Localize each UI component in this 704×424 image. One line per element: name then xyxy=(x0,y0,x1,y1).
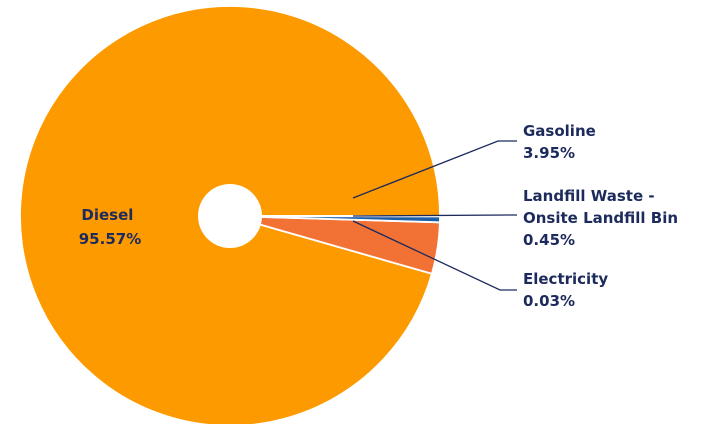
leader-lines xyxy=(352,140,517,291)
label-diesel: Diesel 95.57% xyxy=(79,206,141,248)
label-electricity: Electricity 0.03% xyxy=(523,270,613,310)
label-gasoline-value: 3.95% xyxy=(523,144,575,162)
label-landfill-waste: Landfill Waste - Onsite Landfill Bin 0.4… xyxy=(523,187,683,249)
label-diesel-value: 95.57% xyxy=(79,230,141,248)
leader-line-electricity xyxy=(352,220,517,291)
donut-hole xyxy=(198,184,262,248)
label-diesel-name: Diesel xyxy=(81,206,133,224)
leader-line-gasoline xyxy=(352,140,517,199)
label-gasoline-name: Gasoline xyxy=(523,122,596,140)
leader-line-landfill-waste-onsite-landfill-bin xyxy=(352,214,517,217)
label-electricity-name: Electricity xyxy=(523,270,608,288)
label-landfill-value: 0.45% xyxy=(523,231,575,249)
label-gasoline: Gasoline 3.95% xyxy=(523,122,601,162)
label-landfill-name-line2: Onsite Landfill Bin xyxy=(523,209,678,227)
label-landfill-name-line1: Landfill Waste - xyxy=(523,187,655,205)
label-electricity-value: 0.03% xyxy=(523,292,575,310)
